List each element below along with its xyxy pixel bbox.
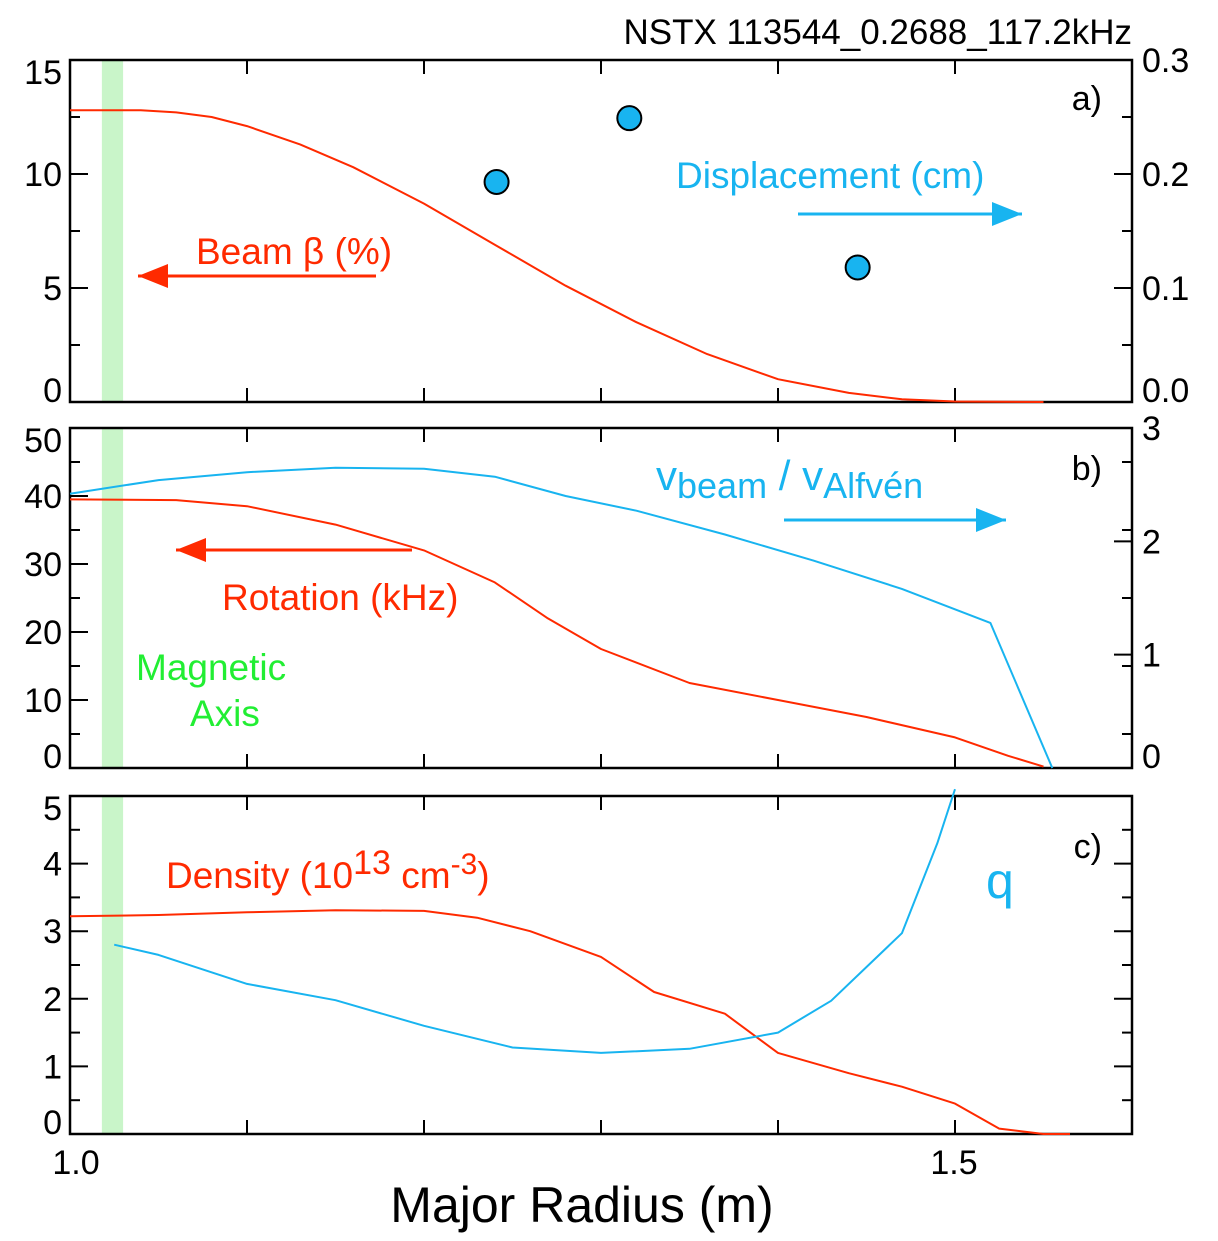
q-label: q <box>986 853 1014 909</box>
beam-beta-arrow-head <box>138 264 168 288</box>
x-axis-label: Major Radius (m) <box>390 1177 773 1233</box>
left-tick-label-c-4: 4 <box>43 846 62 884</box>
left-tick-label-b-0: 0 <box>43 738 62 776</box>
left-tick-label-c-5: 5 <box>43 790 62 828</box>
density-main3: ) <box>477 855 489 896</box>
magnetic-axis-label-line2: Axis <box>190 693 260 734</box>
panel-frame-c <box>68 794 1134 1136</box>
displacement-point-2 <box>844 254 871 281</box>
right-tick-label-b-3: 3 <box>1142 410 1161 448</box>
density-sup1: 13 <box>353 844 391 882</box>
density-main2: cm <box>391 855 451 896</box>
left-tick-label-b-5: 50 <box>24 422 62 460</box>
series-line-a-0 <box>70 109 1044 403</box>
magnetic-axis-band-c <box>101 796 124 1134</box>
panel-label-a: a) <box>1072 80 1102 118</box>
v-alfven-sub: Alfvén <box>823 465 923 506</box>
right-tick-label-a-3: 0.3 <box>1142 42 1189 80</box>
left-tick-label-a-0: 0 <box>43 372 62 410</box>
x-tick-label-1-5: 1.5 <box>930 1144 977 1182</box>
density-sup2: -3 <box>451 848 478 881</box>
displacement-label: Displacement (cm) <box>676 155 984 196</box>
magnetic-axis-band-b <box>101 428 124 768</box>
left-tick-label-a-2: 10 <box>24 156 62 194</box>
magnetic-axis-band-a <box>101 60 124 402</box>
left-tick-label-a-3: 15 <box>24 54 62 92</box>
magnetic-axis-label-line1: Magnetic <box>136 647 286 688</box>
right-tick-label-a-2: 0.2 <box>1142 156 1189 194</box>
shot-label: NSTX 113544_0.2688_117.2kHz <box>623 13 1132 52</box>
vbeam-arrow-head <box>976 508 1006 532</box>
vbeam-valfven-label: vbeam / vAlfvén <box>656 452 923 506</box>
density-main: Density (10 <box>166 855 353 896</box>
x-tick-label-1-0: 1.0 <box>52 1144 99 1182</box>
right-tick-label-a-0: 0.0 <box>1142 372 1189 410</box>
beam-beta-label: Beam β (%) <box>196 231 392 272</box>
rotation-arrow-head <box>176 538 206 562</box>
v-beam-v: v <box>656 452 677 499</box>
left-tick-label-c-2: 2 <box>43 981 62 1019</box>
displacement-point-1 <box>616 105 643 132</box>
displacement-point-0 <box>483 168 510 195</box>
displacement-arrow-head <box>992 202 1022 226</box>
left-tick-label-c-1: 1 <box>43 1048 62 1086</box>
left-tick-label-c-3: 3 <box>43 913 62 951</box>
left-tick-label-c-0: 0 <box>43 1104 62 1142</box>
right-tick-label-b-2: 2 <box>1142 523 1161 561</box>
left-tick-label-a-1: 5 <box>43 270 62 308</box>
right-tick-label-a-1: 0.1 <box>1142 270 1189 308</box>
series-line-c-0 <box>69 909 1070 1135</box>
left-tick-label-b-1: 10 <box>24 682 62 720</box>
series-line-b-0 <box>69 498 1044 768</box>
right-tick-label-b-1: 1 <box>1142 637 1161 675</box>
panel-label-c: c) <box>1074 828 1102 866</box>
v-alfven-v: / v <box>767 452 823 499</box>
left-tick-label-b-2: 20 <box>24 614 62 652</box>
left-tick-label-b-4: 40 <box>24 478 62 516</box>
rotation-label: Rotation (kHz) <box>222 577 458 618</box>
v-beam-sub: beam <box>677 465 767 506</box>
density-label: Density (1013 cm-3) <box>166 844 490 896</box>
right-tick-label-b-0: 0 <box>1142 738 1161 776</box>
series-line-c-1 <box>113 788 956 1054</box>
panel-label-b: b) <box>1072 450 1102 488</box>
series-line-b-1 <box>69 466 1054 769</box>
left-tick-label-b-3: 30 <box>24 546 62 584</box>
